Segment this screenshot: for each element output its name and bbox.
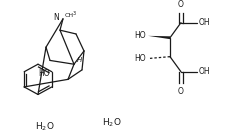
Text: OH: OH <box>199 18 211 27</box>
Text: H$_2$O: H$_2$O <box>35 120 55 133</box>
Text: O: O <box>178 87 184 96</box>
Text: O: O <box>178 0 184 9</box>
Text: HO: HO <box>38 69 50 78</box>
Text: H$_2$O: H$_2$O <box>102 117 122 129</box>
Polygon shape <box>148 36 170 39</box>
Text: HO: HO <box>134 31 146 40</box>
Text: H: H <box>77 57 82 63</box>
Text: CH: CH <box>65 13 74 18</box>
Text: 3: 3 <box>73 11 76 16</box>
Text: HO: HO <box>134 54 146 63</box>
Text: N: N <box>53 13 59 22</box>
Text: OH: OH <box>199 67 211 76</box>
